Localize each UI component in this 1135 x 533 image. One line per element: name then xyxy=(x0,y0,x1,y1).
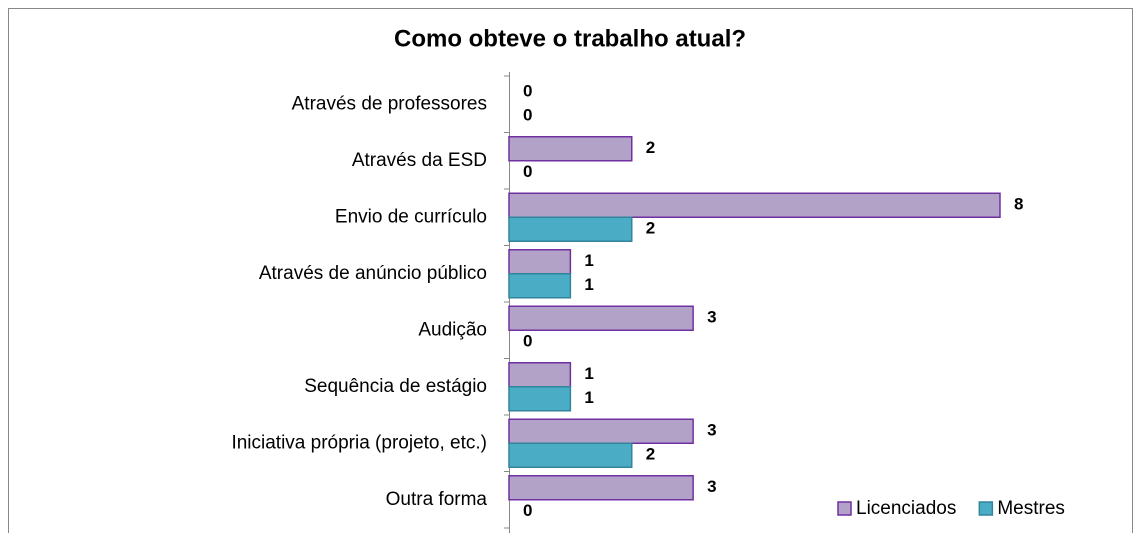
legend-swatch xyxy=(837,501,852,516)
data-label: 0 xyxy=(523,162,532,181)
category-label: Através de anúncio público xyxy=(259,263,487,284)
data-label: 3 xyxy=(707,421,716,440)
category-label: Audição xyxy=(418,319,487,340)
bar xyxy=(508,386,572,412)
data-label: 3 xyxy=(707,308,716,327)
data-label: 0 xyxy=(523,106,532,125)
data-label: 3 xyxy=(707,477,716,496)
chart-border xyxy=(8,8,1133,533)
bar xyxy=(508,136,633,162)
bar xyxy=(508,442,633,468)
legend-swatch xyxy=(978,501,994,516)
data-label: 0 xyxy=(523,332,532,351)
bar xyxy=(508,249,572,275)
data-label: 2 xyxy=(646,138,655,157)
bar xyxy=(508,475,694,501)
data-label: 2 xyxy=(646,445,655,464)
category-label: Através de professores xyxy=(292,93,487,114)
legend-label: Mestres xyxy=(997,498,1065,519)
bar xyxy=(508,273,572,299)
data-label: 8 xyxy=(1014,195,1023,214)
category-label: Iniciativa própria (projeto, etc.) xyxy=(231,432,487,453)
bar xyxy=(508,305,694,331)
bar xyxy=(508,216,633,242)
legend-label: Licenciados xyxy=(856,498,956,519)
data-label: 1 xyxy=(584,364,593,383)
data-label: 1 xyxy=(584,388,593,407)
data-label: 0 xyxy=(523,501,532,520)
chart-title: Como obteve o trabalho atual? xyxy=(394,25,746,52)
data-label: 1 xyxy=(584,275,593,294)
data-label: 2 xyxy=(646,219,655,238)
bar xyxy=(508,362,572,388)
category-label: Através da ESD xyxy=(352,150,487,171)
category-label: Envio de currículo xyxy=(335,206,487,227)
category-label: Sequência de estágio xyxy=(304,376,487,397)
category-label: Outra forma xyxy=(386,489,488,510)
bar xyxy=(508,418,694,444)
data-label: 1 xyxy=(584,251,593,270)
bar xyxy=(508,192,1001,218)
data-label: 0 xyxy=(523,82,532,101)
